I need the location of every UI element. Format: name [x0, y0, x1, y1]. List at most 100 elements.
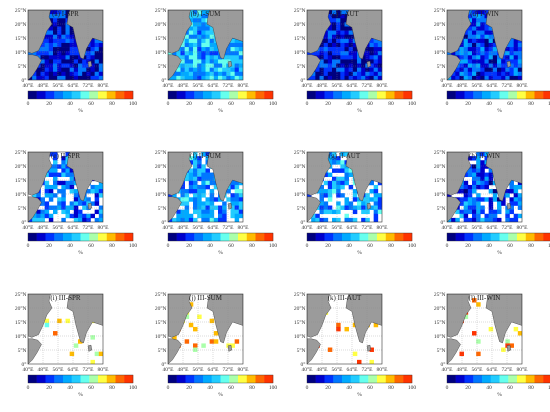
colorbar-swatch	[80, 233, 90, 241]
data-cell	[180, 42, 185, 48]
data-cell	[53, 26, 58, 31]
data-cell	[218, 67, 223, 73]
data-cell	[459, 63, 464, 68]
data-cell	[361, 197, 366, 202]
data-cell	[340, 59, 345, 64]
data-cell	[53, 176, 58, 182]
data-cell	[357, 201, 362, 206]
data-cell	[365, 71, 370, 77]
data-cell	[61, 26, 66, 31]
data-cell	[188, 197, 194, 202]
data-cell	[201, 172, 206, 178]
data-cell	[205, 30, 210, 36]
data-cell	[476, 75, 481, 80]
data-cell	[463, 42, 469, 48]
data-cell	[509, 209, 514, 215]
data-cell	[319, 51, 324, 56]
data-cell	[336, 34, 341, 40]
data-cell	[463, 172, 469, 178]
data-cell	[319, 205, 324, 210]
lon-tick-label: 72°E	[222, 82, 234, 89]
colorbar-swatch	[350, 91, 360, 99]
data-cell	[184, 47, 190, 52]
data-cell	[455, 209, 460, 215]
data-cell	[365, 217, 370, 222]
data-cell	[509, 197, 514, 202]
data-cell	[492, 189, 498, 194]
data-cell	[238, 209, 243, 215]
data-cell	[44, 172, 50, 178]
data-cell	[90, 71, 95, 77]
data-cell	[48, 51, 54, 56]
data-cell	[209, 176, 215, 182]
data-cell	[73, 63, 79, 68]
data-cell	[315, 213, 320, 219]
data-cell	[188, 176, 194, 182]
data-cell	[90, 75, 95, 80]
data-cell	[226, 197, 231, 202]
data-cell	[497, 201, 502, 206]
data-cell	[476, 176, 481, 182]
lon-tick-label: 80°E	[237, 224, 249, 231]
data-cell	[57, 180, 62, 186]
data-cell	[94, 59, 100, 64]
data-cell	[361, 209, 366, 215]
data-cell	[315, 71, 320, 77]
colorbar-tick-label: 0	[167, 243, 170, 249]
colorbar-swatch	[229, 375, 239, 383]
colorbar-swatch	[473, 233, 483, 241]
data-cell	[98, 209, 103, 215]
data-cell	[69, 38, 75, 44]
data-cell	[78, 67, 83, 73]
lon-tick-label: 80°E	[516, 224, 528, 231]
data-cell	[44, 209, 50, 215]
data-cell	[357, 71, 362, 77]
data-cell	[40, 59, 45, 64]
data-cell	[463, 205, 469, 210]
data-cell	[492, 67, 498, 73]
data-cell	[205, 213, 210, 219]
lat-tick-label: 0°	[441, 219, 446, 226]
data-cell	[197, 201, 202, 206]
data-cell	[57, 38, 62, 44]
data-cell	[336, 160, 341, 165]
lat-tick-label: 20°N	[294, 305, 306, 312]
data-cell	[340, 14, 345, 19]
landmass	[28, 294, 53, 338]
colorbar-swatch	[324, 375, 334, 383]
data-cell	[234, 201, 240, 206]
colorbar-tick-label: 20	[465, 243, 471, 249]
data-cell	[501, 347, 506, 352]
data-cell	[78, 55, 83, 60]
data-cell	[184, 205, 190, 210]
colorbar-tick-label: 20	[46, 385, 52, 391]
data-cell	[332, 51, 337, 56]
colorbar-tick-label: 20	[465, 385, 471, 391]
data-cell	[57, 22, 62, 27]
colorbar-tick-label: 60	[228, 101, 234, 107]
data-cell	[484, 42, 489, 48]
data-cell	[230, 47, 235, 52]
data-cell	[193, 26, 198, 31]
lat-tick-label: 15°N	[434, 319, 446, 326]
data-cell	[517, 63, 522, 68]
data-cell	[344, 30, 349, 36]
colorbar-swatch	[447, 375, 456, 383]
data-cell	[234, 63, 240, 68]
data-cell	[348, 217, 354, 222]
data-cell	[32, 213, 37, 219]
data-cell	[86, 47, 91, 52]
data-cell	[98, 217, 103, 222]
data-cell	[69, 55, 75, 60]
data-cell	[357, 205, 362, 210]
data-cell	[188, 47, 194, 52]
data-cell	[373, 38, 379, 44]
data-cell	[53, 184, 58, 190]
data-cell	[193, 172, 198, 178]
colorbar-swatch	[499, 375, 509, 383]
data-cell	[193, 160, 198, 165]
data-cell	[488, 38, 494, 44]
data-cell	[373, 59, 379, 64]
data-cell	[488, 34, 494, 40]
data-cell	[53, 152, 58, 157]
